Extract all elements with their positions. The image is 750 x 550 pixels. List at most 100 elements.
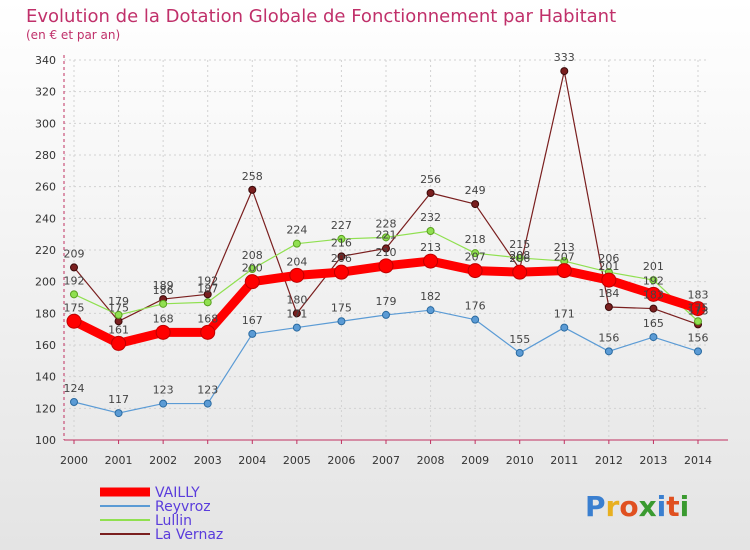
data-point: [155, 324, 171, 340]
x-tick-label: 2012: [595, 454, 623, 467]
data-label: 155: [509, 333, 530, 346]
data-point: [604, 347, 613, 356]
x-tick-label: 2009: [461, 454, 489, 467]
data-point: [70, 263, 78, 272]
data-point: [515, 253, 524, 262]
y-tick-label: 160: [35, 339, 56, 352]
chart-subtitle: (en € et par an): [26, 28, 120, 42]
data-point: [159, 399, 168, 408]
data-label: 173: [688, 304, 709, 317]
data-label: 209: [64, 247, 85, 260]
data-point: [378, 258, 394, 274]
data-label: 175: [331, 301, 352, 314]
y-tick-label: 300: [35, 117, 56, 130]
axes: 100 120 140 160 180 200 220 240 260 280 300 320 340 2…: [35, 54, 728, 467]
y-tick-label: 320: [35, 86, 56, 99]
data-label: 215: [509, 238, 530, 251]
data-point: [467, 263, 483, 279]
data-label: 207: [465, 251, 486, 264]
data-label: 179: [376, 295, 397, 308]
data-label: 201: [598, 260, 619, 273]
data-point: [382, 244, 390, 253]
data-label: 200: [242, 262, 263, 275]
data-label: 256: [420, 173, 441, 186]
x-tick-label: 2001: [105, 454, 133, 467]
data-label: 206: [598, 252, 619, 265]
data-point: [203, 399, 212, 408]
data-label: 156: [688, 331, 709, 344]
data-point: [159, 299, 168, 308]
data-label: 165: [643, 317, 664, 330]
data-label: 184: [598, 287, 619, 300]
data-point: [560, 323, 569, 332]
data-point: [690, 301, 706, 317]
logo-letter: i: [657, 490, 667, 523]
y-tick-label: 280: [35, 149, 56, 162]
x-tick-label: 2007: [372, 454, 400, 467]
x-tick-label: 2002: [149, 454, 177, 467]
x-tick-label: 2008: [417, 454, 445, 467]
data-label: 186: [153, 284, 174, 297]
x-tick-label: 2003: [194, 454, 222, 467]
data-label: 189: [153, 279, 174, 292]
data-point: [292, 323, 301, 332]
logo-letter: P: [585, 490, 606, 523]
data-label: 249: [465, 184, 486, 197]
data-label: 232: [420, 211, 441, 224]
y-tick-label: 240: [35, 212, 56, 225]
y-tick-label: 220: [35, 244, 56, 257]
data-point: [471, 200, 480, 209]
data-point: [515, 348, 524, 357]
logo-letter: x: [639, 490, 657, 523]
logo-letter: r: [606, 490, 620, 523]
x-tick-label: 2014: [684, 454, 712, 467]
data-point: [471, 315, 480, 324]
y-tick-label: 100: [35, 434, 56, 447]
data-point: [426, 227, 435, 235]
data-point: [70, 398, 78, 406]
data-label: 156: [598, 331, 619, 344]
data-point: [66, 313, 82, 329]
data-labels: 209 175 189 192 258 180 216 221 256 249 208 333 184 1…: [64, 51, 709, 406]
data-label: 210: [376, 246, 397, 259]
data-label: 117: [108, 393, 129, 406]
logo-letter: o: [619, 490, 638, 523]
y-tick-label: 120: [35, 402, 56, 415]
x-tick-label: 2005: [283, 454, 311, 467]
data-label: 224: [286, 224, 307, 237]
x-tick-label: 2000: [60, 454, 88, 467]
data-label: 333: [554, 51, 575, 64]
data-point: [111, 335, 127, 351]
x-tick-label: 2013: [639, 454, 667, 467]
data-label: 123: [153, 384, 174, 397]
data-label: 201: [643, 260, 664, 273]
data-point: [70, 290, 78, 299]
data-point: [423, 253, 439, 269]
data-label: 180: [286, 293, 307, 306]
data-point: [200, 324, 216, 340]
y-tick-label: 140: [35, 371, 56, 384]
data-point: [248, 265, 257, 273]
x-tick-label: 2006: [327, 454, 355, 467]
data-label: 175: [108, 301, 129, 314]
data-label: 206: [331, 252, 352, 265]
data-label: 167: [242, 314, 263, 327]
data-label: 213: [554, 241, 575, 254]
logo-letter: i: [680, 490, 690, 523]
data-label: 227: [331, 219, 352, 232]
data-point: [382, 310, 390, 319]
data-label: 192: [197, 274, 218, 287]
x-tick-label: 2011: [550, 454, 578, 467]
logo-letter: t: [666, 490, 679, 523]
data-label: 187: [197, 282, 218, 295]
data-point: [289, 267, 305, 283]
data-point: [248, 329, 257, 338]
x-tick-label: 2010: [506, 454, 534, 467]
data-point: [649, 304, 658, 313]
data-point: [382, 233, 390, 242]
proxiti-logo: Proxiti: [585, 490, 689, 523]
data-label: 123: [197, 384, 218, 397]
data-point: [426, 306, 435, 315]
